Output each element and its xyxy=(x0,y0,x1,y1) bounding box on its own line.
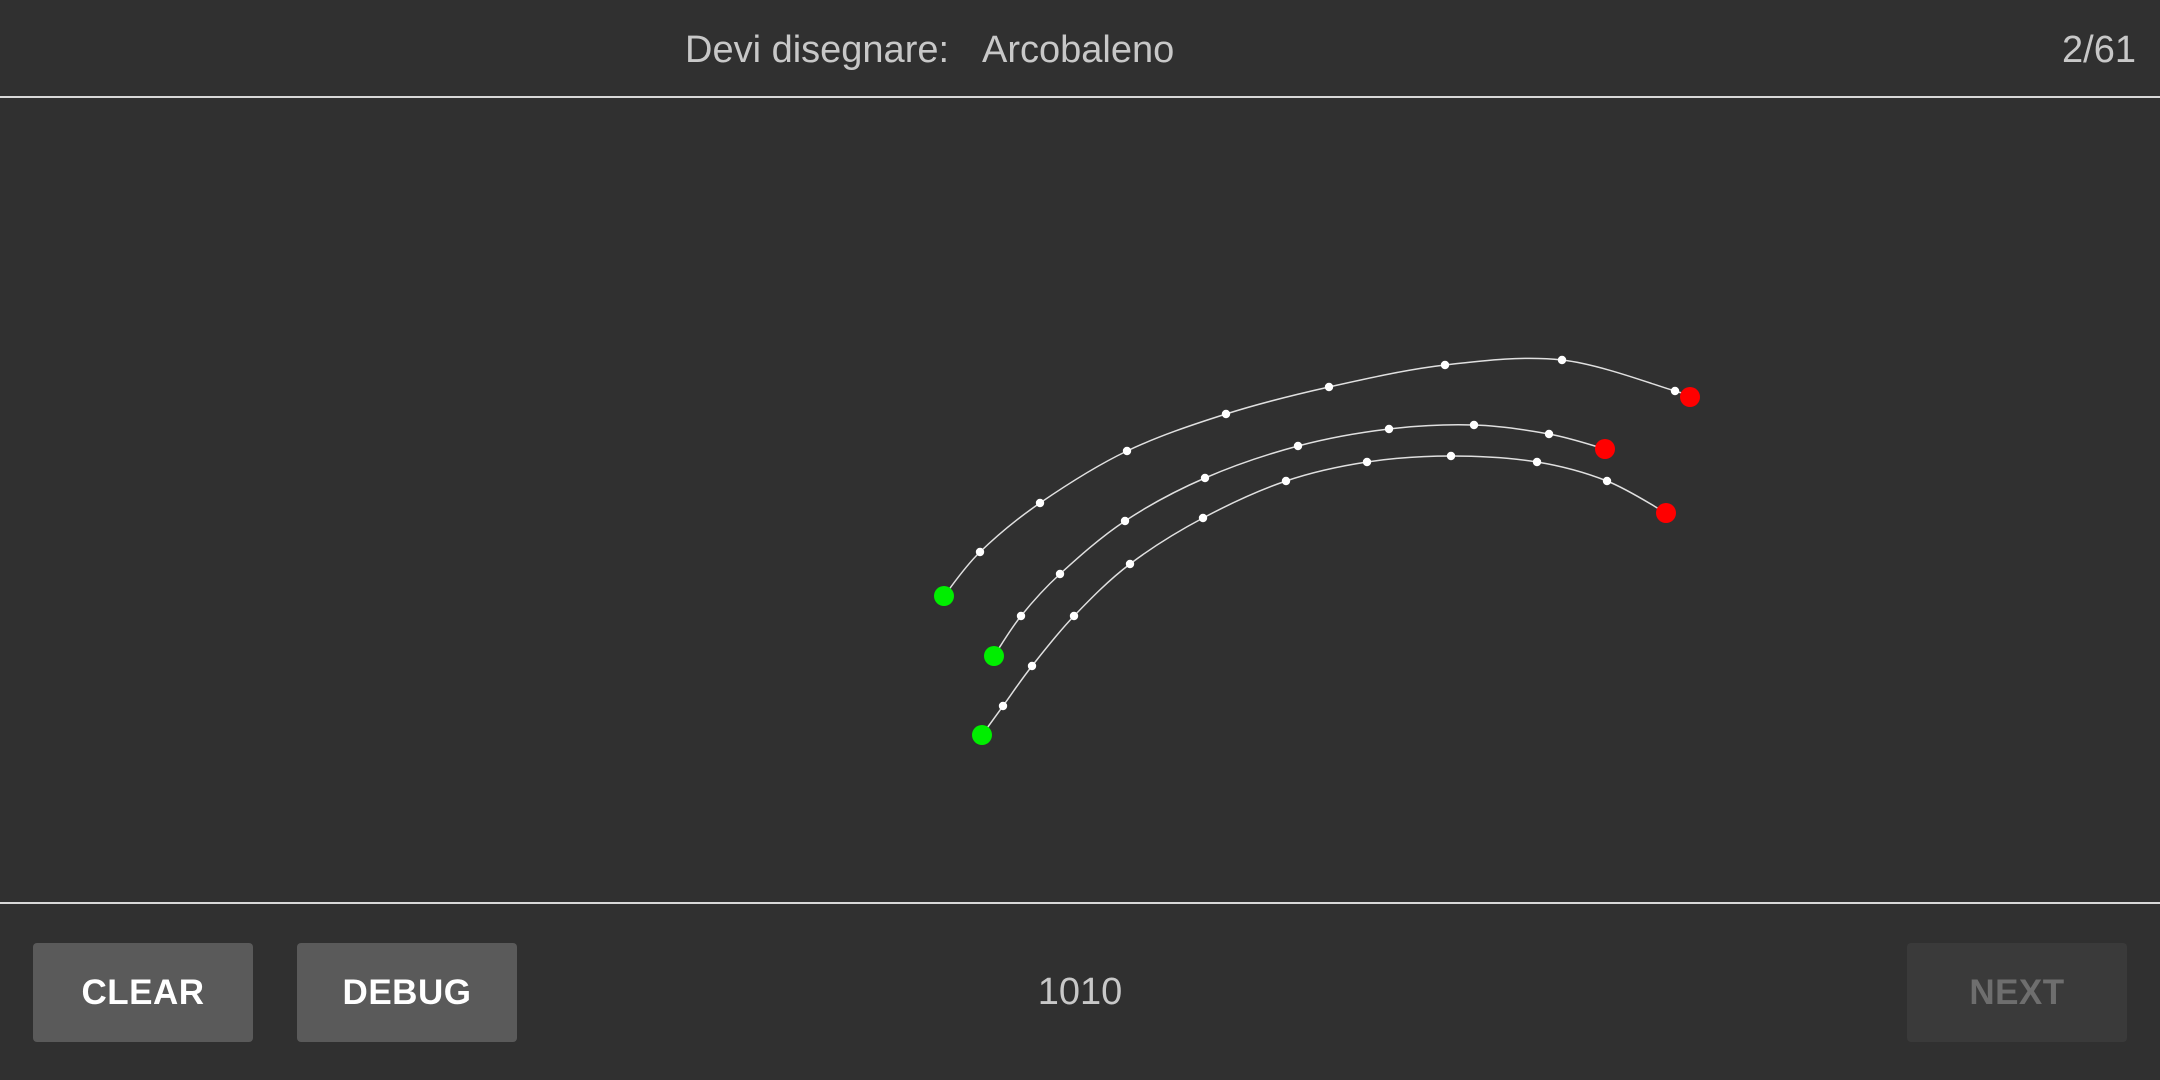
stroke-end-point xyxy=(1595,439,1615,459)
stroke-point xyxy=(1440,360,1450,370)
stroke-point xyxy=(1221,409,1231,419)
stroke-point xyxy=(998,701,1008,711)
stroke-point xyxy=(1120,516,1130,526)
stroke-point xyxy=(1384,424,1394,434)
stroke-point xyxy=(1446,451,1456,461)
stroke-point xyxy=(1557,355,1567,365)
footer-divider xyxy=(0,902,2160,904)
stroke-point xyxy=(1122,446,1132,456)
stroke-point xyxy=(1016,611,1026,621)
stroke-line xyxy=(981,455,1667,736)
stroke-point xyxy=(1027,661,1037,671)
stroke-point xyxy=(1602,476,1612,486)
debug-button[interactable]: DEBUG xyxy=(297,943,517,1042)
stroke-2 xyxy=(984,420,1615,666)
stroke-point xyxy=(1198,513,1208,523)
next-button[interactable]: NEXT xyxy=(1907,943,2127,1042)
stroke-point xyxy=(1200,473,1210,483)
stroke-3 xyxy=(972,451,1676,745)
progress-counter: 2/61 xyxy=(2062,29,2136,71)
stroke-point xyxy=(1293,441,1303,451)
stroke-point xyxy=(1125,559,1135,569)
stroke-point xyxy=(1670,386,1680,396)
stroke-start-point xyxy=(984,646,1004,666)
stroke-point xyxy=(1069,611,1079,621)
stroke-point xyxy=(1469,420,1479,430)
header-divider xyxy=(0,96,2160,98)
stroke-point xyxy=(1055,569,1065,579)
score-value: 1010 xyxy=(1037,971,1123,1013)
header-bar: Devi disegnare: Arcobaleno 2/61 xyxy=(0,0,2160,96)
stroke-end-point xyxy=(1680,387,1700,407)
prompt-label: Devi disegnare: xyxy=(685,29,950,71)
drawing-canvas[interactable] xyxy=(0,98,2160,902)
stroke-point xyxy=(975,547,985,557)
stroke-start-point xyxy=(972,725,992,745)
stroke-point xyxy=(1035,498,1045,508)
stroke-point xyxy=(1532,457,1542,467)
clear-button[interactable]: CLEAR xyxy=(33,943,253,1042)
stroke-point xyxy=(1281,476,1291,486)
stroke-line xyxy=(943,357,1691,597)
prompt-word: Arcobaleno xyxy=(982,29,1175,71)
stroke-1 xyxy=(934,355,1700,606)
stroke-point xyxy=(1362,457,1372,467)
stroke-end-point xyxy=(1656,503,1676,523)
stroke-line xyxy=(993,424,1606,657)
stroke-point xyxy=(1324,382,1334,392)
stroke-start-point xyxy=(934,586,954,606)
sketch-svg xyxy=(934,355,1700,745)
stroke-point xyxy=(1544,429,1554,439)
